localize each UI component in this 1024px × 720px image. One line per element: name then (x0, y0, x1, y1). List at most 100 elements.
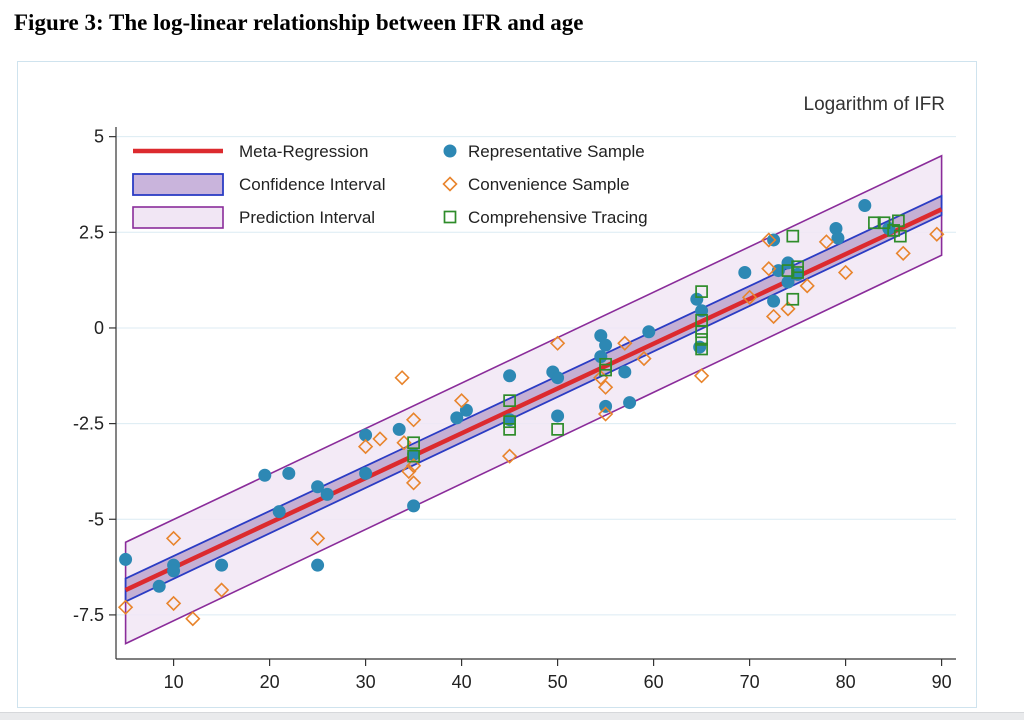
comprehensive-tracing-point (893, 229, 907, 243)
comprehensive-tracing-point (599, 363, 612, 377)
representative-sample-point (392, 422, 406, 436)
legend-marker-representative (443, 144, 457, 158)
convenience-sample-point (453, 393, 470, 409)
convenience-sample-point (597, 406, 614, 422)
representative-sample-point (623, 396, 637, 410)
convenience-sample-point (693, 368, 710, 384)
convenience-sample-point (501, 448, 518, 464)
representative-sample-point (167, 564, 181, 578)
x-tick-label: 40 (452, 672, 472, 692)
data-points (117, 199, 945, 627)
convenience-sample-point (117, 599, 134, 615)
comprehensive-tracing-point (781, 264, 795, 277)
legend-label: Comprehensive Tracing (468, 208, 648, 227)
comprehensive-tracing-point (791, 260, 804, 274)
y-tick-label: -2.5 (73, 414, 104, 434)
comprehensive-tracing-point (877, 216, 891, 230)
convenience-sample-point (372, 431, 388, 447)
figure-title: Figure 3: The log-linear relationship be… (14, 10, 584, 35)
interval-bands (124, 154, 943, 645)
meta-regression-line (124, 207, 943, 593)
convenience-sample-point (357, 438, 374, 455)
comprehensive-tracing-point (892, 214, 905, 228)
comprehensive-tracing-point (503, 422, 516, 436)
x-tick-label: 10 (164, 672, 184, 692)
representative-sample-point (359, 466, 373, 480)
representative-sample-point (152, 579, 166, 593)
comprehensive-tracing-point (503, 394, 516, 408)
representative-sample-point (503, 369, 517, 383)
convenience-sample-point (837, 264, 854, 281)
representative-sample-point (599, 338, 613, 352)
comprehensive-tracing-point (786, 292, 800, 306)
representative-sample-point (282, 466, 296, 480)
legend-marker-tracing (443, 210, 457, 224)
legend-label: Convenience Sample (468, 175, 630, 194)
convenience-sample-point (765, 308, 782, 325)
convenience-sample-point (213, 582, 230, 598)
comprehensive-tracing-point (503, 415, 516, 429)
representative-sample-point (258, 468, 272, 482)
representative-sample-point (311, 480, 325, 494)
legend-label: Prediction Interval (239, 208, 375, 227)
convenience-sample-point (741, 289, 758, 305)
convenience-sample-point (309, 530, 326, 547)
comprehensive-tracing-point (695, 325, 708, 339)
representative-sample-point (320, 487, 334, 501)
representative-sample-point (858, 199, 872, 213)
representative-sample-point (311, 558, 325, 572)
comprehensive-tracing-point (786, 229, 800, 243)
legend-marker-convenience (442, 176, 458, 192)
convenience-sample-point (929, 226, 945, 242)
convenience-sample-point (597, 379, 614, 395)
convenience-sample-point (165, 530, 182, 547)
convenience-sample-point (405, 412, 422, 428)
representative-sample-point (767, 233, 781, 247)
x-tick-label: 60 (644, 672, 664, 692)
legend-swatch-prediction-interval (132, 206, 224, 229)
convenience-sample-point (405, 475, 422, 491)
x-tick-label: 90 (932, 672, 952, 692)
legend-label: Meta-Regression (239, 142, 368, 161)
representative-sample-point (695, 304, 709, 318)
representative-sample-point (215, 558, 229, 572)
convenience-sample-point (799, 278, 815, 294)
comprehensive-tracing-point (551, 422, 564, 436)
convenience-sample-point (761, 261, 777, 277)
representative-sample-point (459, 403, 473, 417)
representative-sample-point (272, 505, 286, 519)
convenience-sample-point (394, 370, 410, 386)
x-tick-label: 80 (836, 672, 856, 692)
axes: 5 2.5 0 -2.5 -5 -7.5 10 20 30 40 50 60 70 80 90 (73, 127, 956, 692)
convenience-sample-point (165, 595, 182, 612)
convenience-sample-point (405, 458, 422, 474)
convenience-sample-point (761, 232, 777, 248)
y-tick-label: 0 (94, 318, 104, 338)
convenience-sample-point (895, 245, 911, 261)
representative-sample-point (551, 409, 565, 423)
legend-label: Representative Sample (468, 142, 645, 161)
convenience-sample-point (617, 335, 633, 351)
comprehensive-tracing-point (695, 285, 708, 298)
y-tick-label: -5 (88, 509, 104, 529)
comprehensive-tracing-point (407, 436, 420, 450)
convenience-sample-point (549, 335, 566, 351)
convenience-sample-point (780, 301, 796, 317)
comprehensive-tracing-point (695, 342, 708, 356)
legend-swatch-confidence-interval (132, 173, 224, 196)
representative-sample-point (831, 231, 845, 245)
comprehensive-tracing-point (407, 449, 420, 463)
chart-svg: 5 2.5 0 -2.5 -5 -7.5 10 20 30 40 50 60 70 80 90 Logari… (73, 94, 956, 692)
representative-sample-point (407, 499, 421, 513)
x-tick-label: 30 (356, 672, 376, 692)
representative-sample-point (618, 365, 632, 379)
representative-sample-point (767, 294, 781, 308)
representative-sample-point (551, 371, 565, 385)
x-tick-label: 70 (740, 672, 760, 692)
representative-sample-point (599, 399, 613, 413)
convenience-sample-point (401, 463, 417, 480)
representative-sample-point (738, 265, 752, 279)
x-tick-label: 20 (260, 672, 280, 692)
convenience-sample-point (185, 611, 201, 627)
representative-sample-point (119, 552, 133, 566)
